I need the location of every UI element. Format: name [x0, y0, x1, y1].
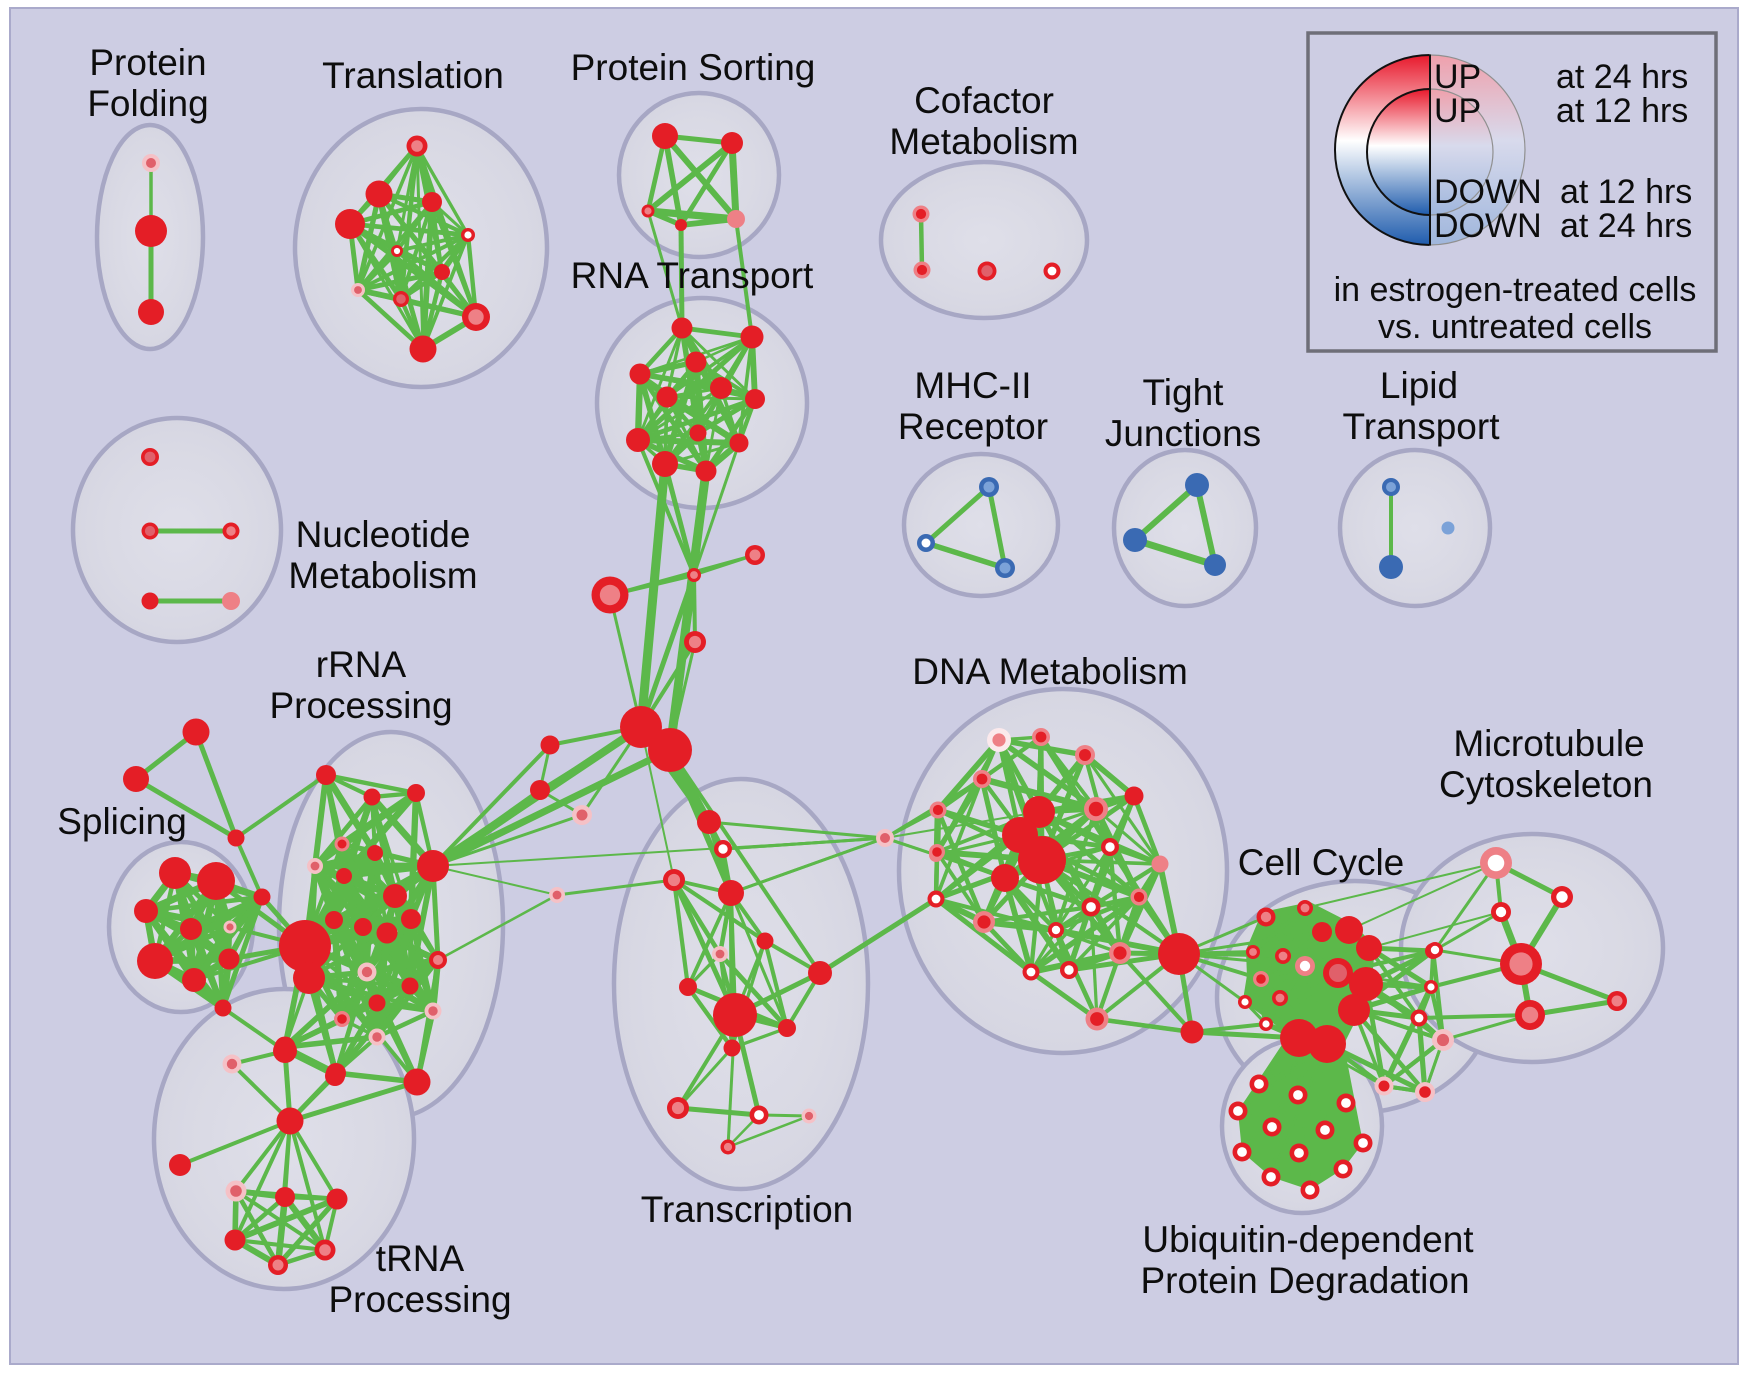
- svg-text:Processing: Processing: [328, 1279, 511, 1320]
- svg-text:Splicing: Splicing: [57, 801, 187, 842]
- svg-text:at 12 hrs: at 12 hrs: [1556, 92, 1688, 130]
- svg-text:DOWN: DOWN: [1434, 207, 1542, 245]
- svg-text:Processing: Processing: [269, 685, 452, 726]
- svg-text:Cell Cycle: Cell Cycle: [1238, 842, 1405, 883]
- svg-text:Cofactor: Cofactor: [914, 80, 1054, 121]
- svg-text:at 24 hrs: at 24 hrs: [1556, 58, 1688, 96]
- svg-text:Ubiquitin-dependent: Ubiquitin-dependent: [1142, 1219, 1474, 1260]
- svg-text:Metabolism: Metabolism: [889, 121, 1078, 162]
- svg-text:MHC-II: MHC-II: [914, 365, 1031, 406]
- svg-text:RNA Transport: RNA Transport: [571, 255, 814, 296]
- svg-text:DOWN: DOWN: [1434, 173, 1542, 211]
- svg-text:Transcription: Transcription: [641, 1189, 853, 1230]
- svg-text:Microtubule: Microtubule: [1453, 723, 1644, 764]
- svg-text:tRNA: tRNA: [376, 1238, 465, 1279]
- svg-text:Metabolism: Metabolism: [288, 555, 477, 596]
- svg-text:Protein Degradation: Protein Degradation: [1140, 1260, 1469, 1301]
- svg-text:Nucleotide: Nucleotide: [296, 514, 471, 555]
- svg-text:in estrogen-treated cells: in estrogen-treated cells: [1334, 271, 1697, 309]
- svg-text:Receptor: Receptor: [898, 406, 1048, 447]
- svg-text:Translation: Translation: [322, 55, 504, 96]
- svg-text:at 12 hrs: at 12 hrs: [1560, 173, 1692, 211]
- svg-text:UP: UP: [1434, 92, 1481, 130]
- svg-text:Protein Sorting: Protein Sorting: [571, 47, 816, 88]
- svg-text:DNA Metabolism: DNA Metabolism: [912, 651, 1188, 692]
- svg-text:at 24 hrs: at 24 hrs: [1560, 207, 1692, 245]
- svg-text:Transport: Transport: [1343, 406, 1501, 447]
- svg-text:Lipid: Lipid: [1380, 365, 1458, 406]
- svg-text:vs. untreated cells: vs. untreated cells: [1378, 308, 1652, 346]
- svg-text:rRNA: rRNA: [316, 644, 407, 685]
- svg-text:Cytoskeleton: Cytoskeleton: [1439, 764, 1653, 805]
- svg-text:UP: UP: [1434, 58, 1481, 96]
- svg-text:Tight: Tight: [1143, 372, 1225, 413]
- svg-text:Folding: Folding: [87, 83, 208, 124]
- svg-text:Protein: Protein: [89, 42, 206, 83]
- svg-text:Junctions: Junctions: [1105, 413, 1261, 454]
